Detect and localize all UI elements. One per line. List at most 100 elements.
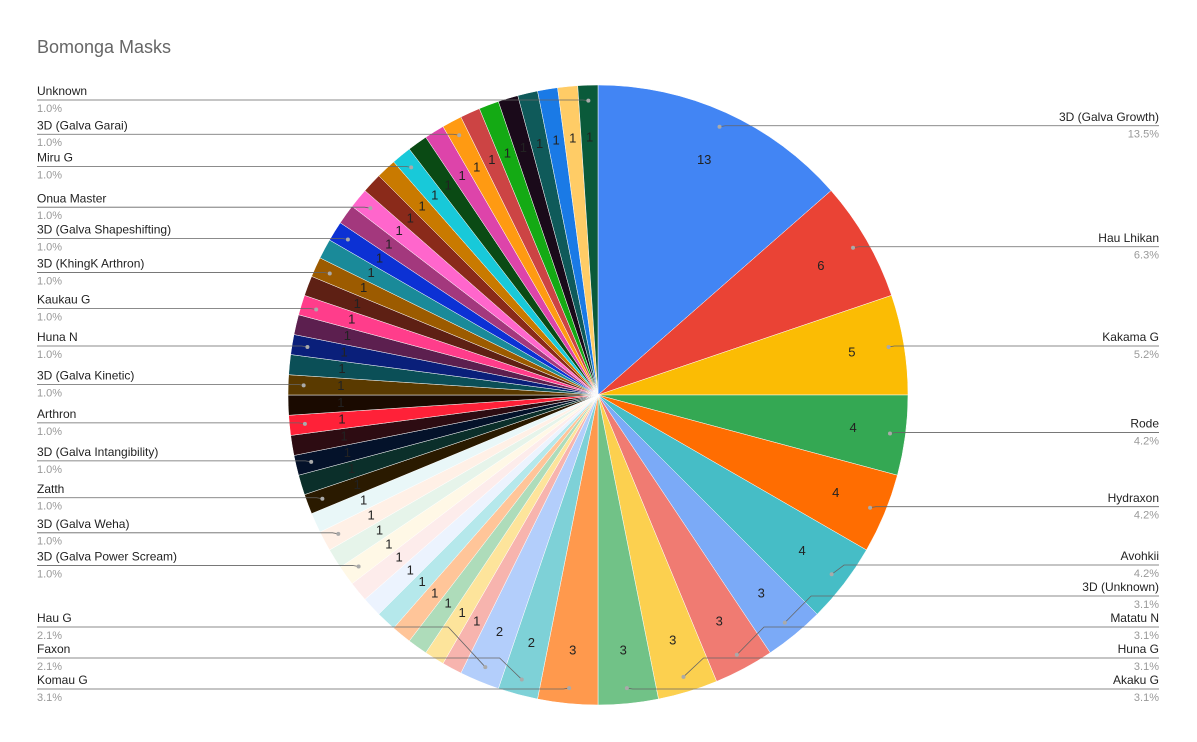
leader-line [37, 497, 323, 500]
slice-value-label: 1 [445, 177, 452, 192]
slice-value-label: 1 [376, 251, 383, 266]
legend-label: Rode [1130, 417, 1159, 431]
slice-value-label: 1 [536, 136, 543, 151]
legend-label: Hau Lhikan [1098, 231, 1159, 245]
legend-label: Akaku G [1113, 673, 1159, 687]
slice-value-label: 1 [337, 378, 344, 393]
pie-slice [577, 84, 599, 396]
legend-label: Faxon [37, 642, 70, 656]
leader-dot [868, 505, 873, 510]
legend-label: Onua Master [37, 191, 106, 205]
leader-dot [356, 564, 361, 569]
legend-label: Avohkii [1121, 549, 1159, 563]
slice-value-label: 1 [367, 508, 374, 523]
leader-line [37, 687, 570, 690]
leader-dot [302, 421, 307, 426]
slice-value-label: 1 [407, 562, 414, 577]
slice-value-label: 1 [337, 395, 344, 410]
leader-dot [717, 124, 722, 129]
leader-line [37, 565, 359, 567]
leader-dot [309, 459, 314, 464]
percent-label: 1.0% [37, 464, 62, 476]
slice-value-label: 3 [569, 642, 576, 657]
legend-label: Kakama G [1102, 330, 1159, 344]
slice-value-label: 5 [848, 345, 855, 360]
slice-value-label: 1 [552, 133, 559, 148]
percent-label: 3.1% [1134, 599, 1159, 611]
slice-value-label: 4 [799, 543, 806, 558]
leader-dot [829, 572, 834, 577]
legend-label: 3D (Unknown) [1082, 580, 1159, 594]
leader-dot [734, 652, 739, 657]
percent-label: 2.1% [37, 630, 62, 642]
legend-label: Komau G [37, 673, 88, 687]
percent-label: 1.0% [37, 311, 62, 323]
leader-line [37, 165, 412, 168]
slice-value-label: 1 [348, 312, 355, 327]
legend-label: Huna G [1118, 642, 1159, 656]
percent-label: 1.0% [37, 169, 62, 181]
leader-dot [409, 165, 414, 170]
leader-line [888, 345, 1159, 348]
leader-dot [567, 686, 572, 691]
percent-label: 4.2% [1134, 435, 1159, 447]
slice-value-label: 3 [620, 642, 627, 657]
legend-label: 3D (Galva Intangibility) [37, 445, 158, 459]
leader-dot [624, 686, 629, 691]
percent-label: 5.2% [1134, 349, 1159, 361]
slice-value-label: 1 [431, 585, 438, 600]
slice-value-label: 1 [395, 550, 402, 565]
slice-value-label: 1 [360, 280, 367, 295]
percent-label: 3.1% [37, 692, 62, 704]
slice-value-label: 3 [716, 613, 723, 628]
slice-value-label: 1 [341, 345, 348, 360]
slice-value-label: 1 [385, 237, 392, 252]
leader-line [37, 345, 308, 348]
legend-label: Hydraxon [1108, 491, 1159, 505]
leader-line [37, 272, 330, 274]
leader-dot [681, 674, 686, 679]
legend-label: 3D (Galva Shapeshifting) [37, 223, 171, 237]
legend-label: 3D (KhingK Arthron) [37, 257, 144, 271]
slice-value-label: 1 [520, 140, 527, 155]
percent-label: 1.0% [37, 501, 62, 513]
leader-dot [782, 620, 787, 625]
slice-value-label: 1 [367, 265, 374, 280]
slice-value-label: 1 [407, 211, 414, 226]
legend-label: 3D (Galva Weha) [37, 517, 129, 531]
leader-dot [314, 307, 319, 312]
percent-label: 6.3% [1134, 250, 1159, 262]
pie-slice [597, 190, 892, 396]
leader-line [719, 125, 1159, 128]
slice-value-label: 4 [849, 420, 856, 435]
legend-label: Unknown [37, 84, 87, 98]
legend-label: Huna N [37, 330, 78, 344]
leader-line [37, 238, 348, 240]
leader-line [831, 564, 1159, 575]
leader-line [37, 133, 460, 136]
percent-label: 1.0% [37, 275, 62, 287]
leader-dot [851, 245, 856, 250]
slice-value-label: 1 [344, 328, 351, 343]
leader-dot [336, 531, 341, 536]
leader-line [889, 432, 1159, 434]
chart-title: Bomonga Masks [37, 37, 171, 57]
slice-value-label: 1 [385, 536, 392, 551]
slice-value-label: 3 [669, 633, 676, 648]
leader-dot [483, 665, 488, 670]
slice-value-label: 1 [344, 445, 351, 460]
slice-value-label: 4 [832, 485, 839, 500]
percent-label: 1.0% [37, 568, 62, 580]
leader-line [37, 460, 312, 463]
leader-line [626, 687, 1159, 690]
slice-value-label: 1 [488, 152, 495, 167]
leader-line [37, 308, 317, 310]
legend-label: Miru G [37, 151, 73, 165]
leader-line [870, 506, 1159, 509]
leader-dot [368, 206, 373, 211]
percent-label: 3.1% [1134, 692, 1159, 704]
leader-dot [345, 237, 350, 242]
legend-label: Zatth [37, 482, 64, 496]
